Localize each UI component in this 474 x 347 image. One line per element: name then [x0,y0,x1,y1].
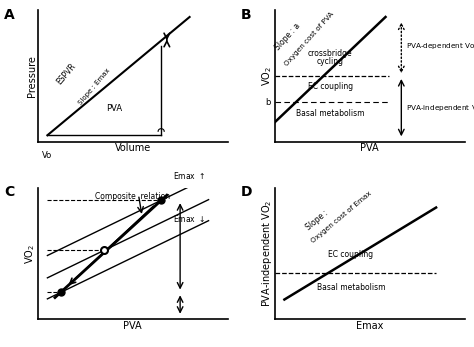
Text: D: D [241,185,252,199]
Y-axis label: VO$_2$: VO$_2$ [23,244,36,263]
Text: ESPVR: ESPVR [55,61,78,86]
Text: Slope : a: Slope : a [273,21,302,52]
Text: Slope :: Slope : [304,208,329,232]
Text: PVA-dependent Vo$_2$: PVA-dependent Vo$_2$ [406,42,474,52]
X-axis label: PVA: PVA [123,321,142,331]
Text: Emax $\uparrow$: Emax $\uparrow$ [173,170,205,180]
Text: B: B [241,8,251,22]
Text: PVA-independent Vo$_2$: PVA-independent Vo$_2$ [406,104,474,114]
Y-axis label: PVA-independent VO$_2$: PVA-independent VO$_2$ [260,200,273,307]
Text: Oxygen cost of Emax: Oxygen cost of Emax [310,190,373,244]
X-axis label: Volume: Volume [115,143,151,153]
Text: EC coupling: EC coupling [308,82,353,91]
X-axis label: Emax: Emax [356,321,383,331]
Text: Vo: Vo [42,151,53,160]
Text: crossbridge: crossbridge [308,49,353,58]
Text: C: C [4,185,14,199]
Y-axis label: Pressure: Pressure [27,55,36,97]
Text: Slope : Emax: Slope : Emax [78,67,112,106]
Text: PVA: PVA [106,104,122,113]
Text: Basal metabolism: Basal metabolism [296,109,365,118]
Y-axis label: VO$_2$: VO$_2$ [260,66,273,86]
Text: Composite  relation: Composite relation [95,192,170,201]
Text: b: b [265,98,270,107]
X-axis label: PVA: PVA [360,143,379,153]
Text: EC coupling: EC coupling [328,251,374,260]
Text: Basal metabolism: Basal metabolism [317,283,385,292]
Text: Emax $\downarrow$: Emax $\downarrow$ [173,213,205,224]
Text: Oxygen cost of PVA: Oxygen cost of PVA [284,10,336,67]
Text: A: A [4,8,15,22]
Text: cycling: cycling [317,57,344,66]
